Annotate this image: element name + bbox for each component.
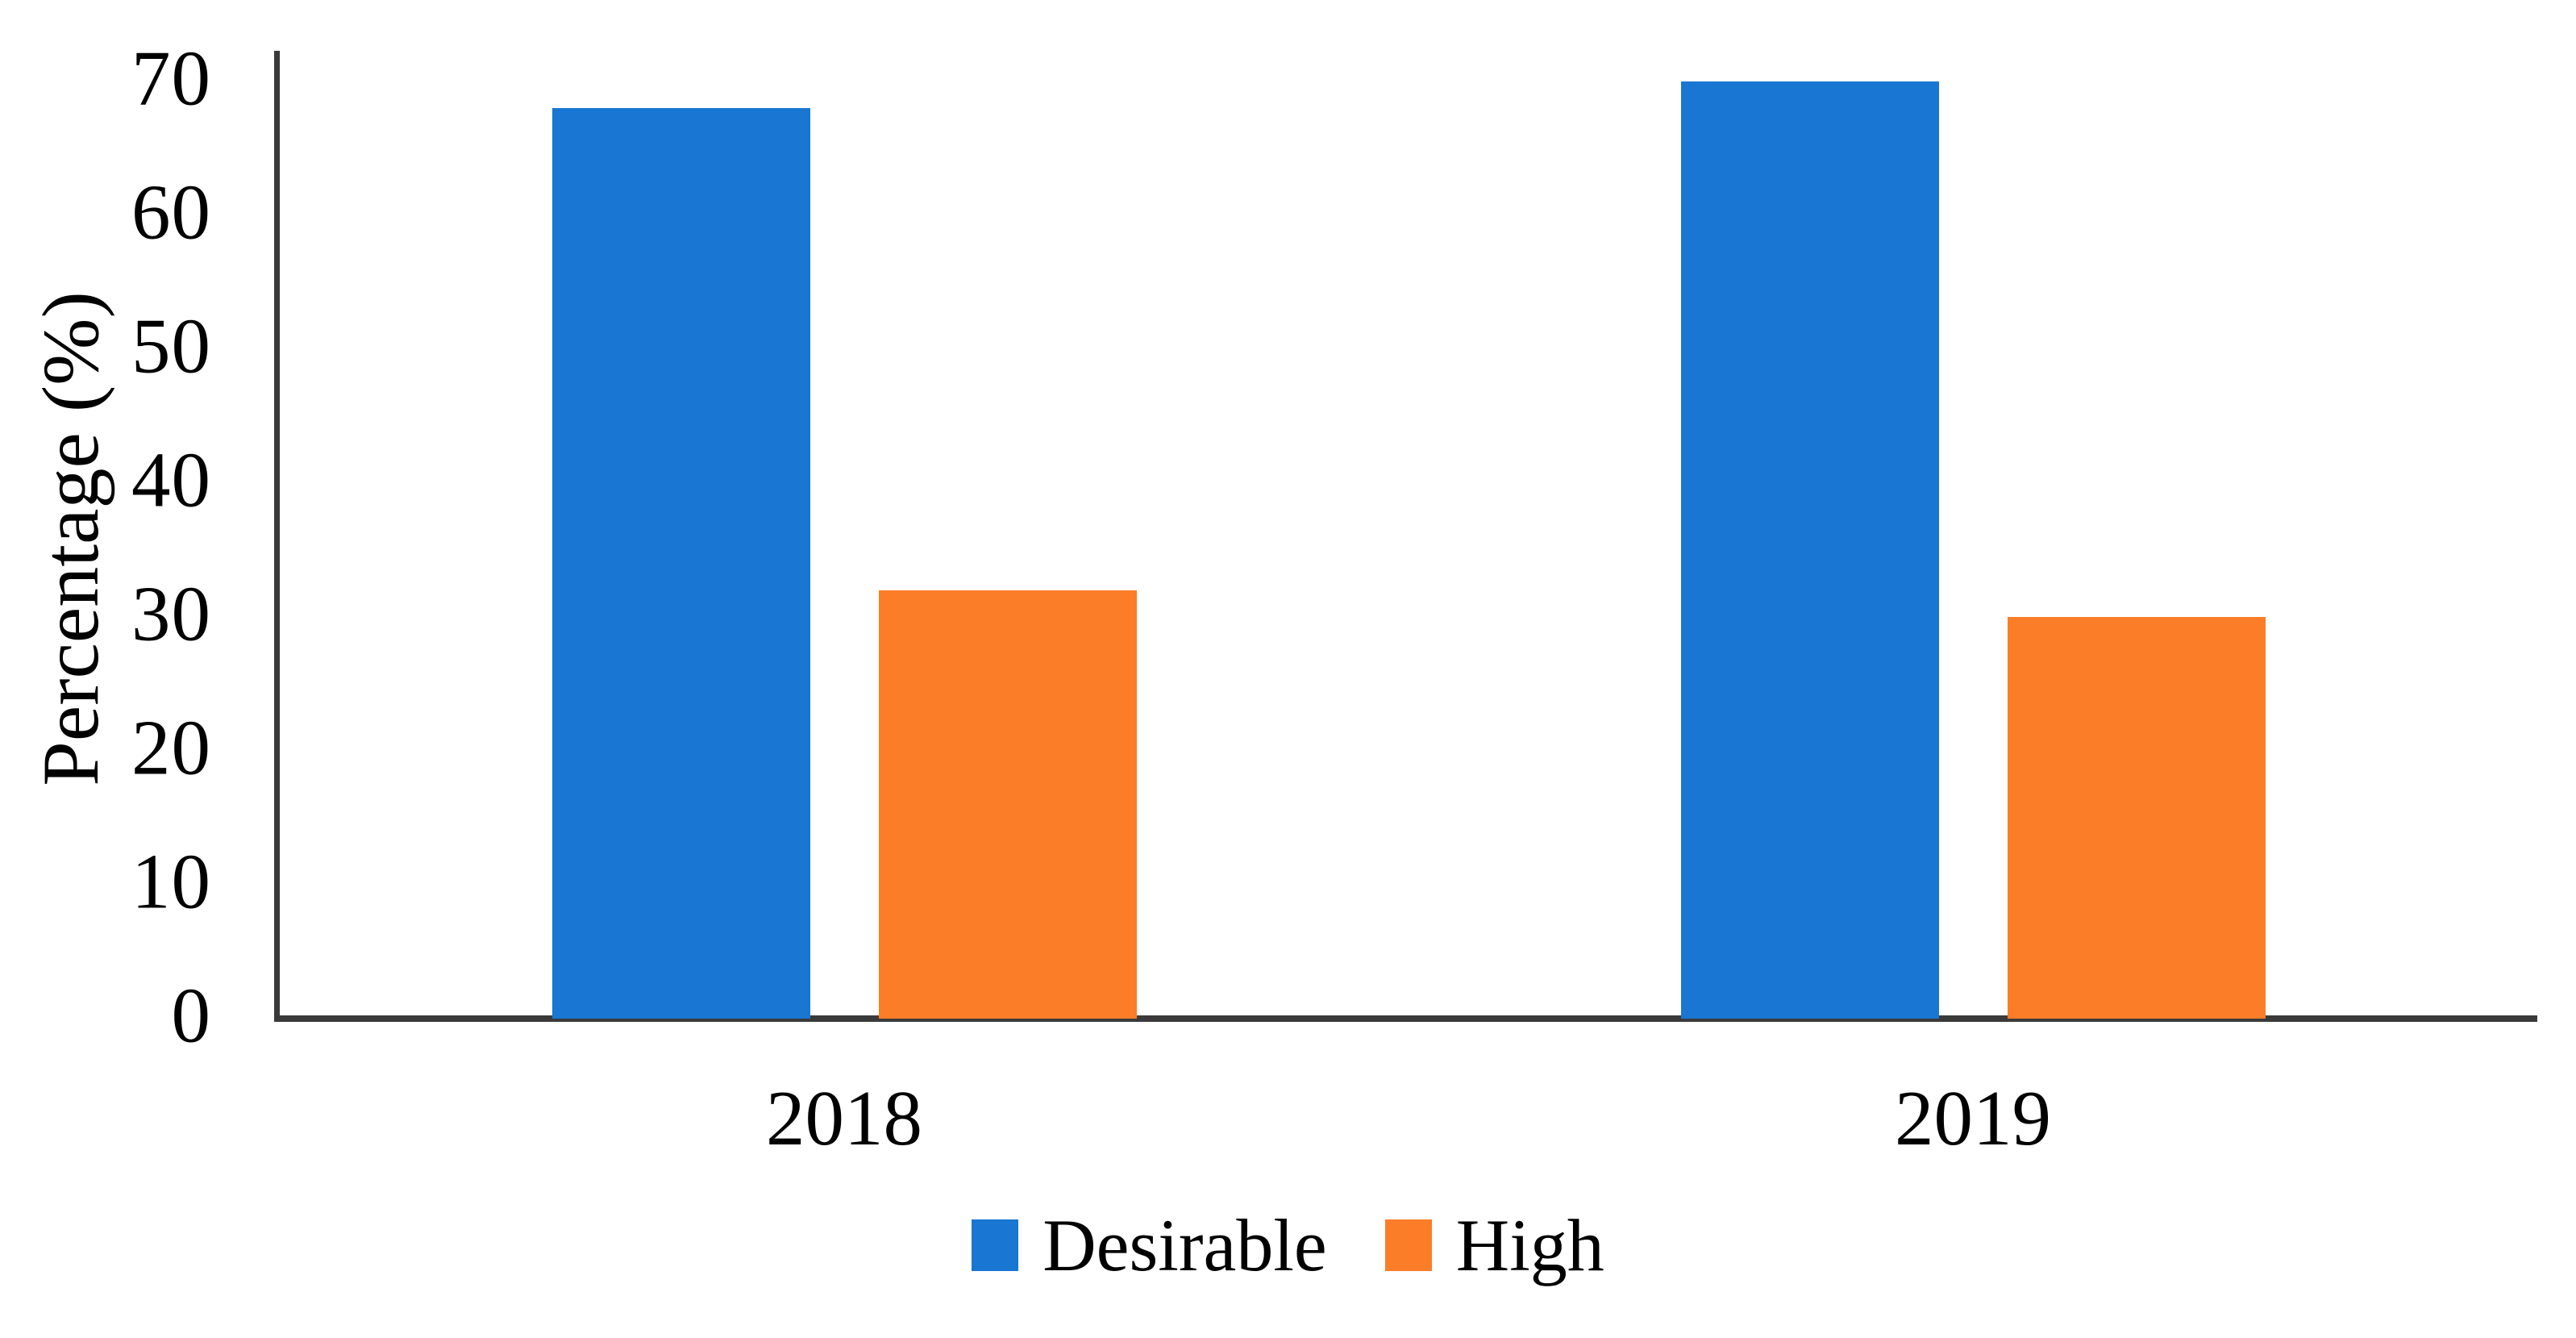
legend: Desirable High bbox=[0, 1208, 2576, 1282]
y-tick-label-50: 50 bbox=[131, 302, 211, 390]
x-category-label-2018: 2018 bbox=[766, 1075, 922, 1161]
x-category-label-2019: 2019 bbox=[1895, 1075, 2051, 1161]
y-tick-label-0: 0 bbox=[171, 972, 211, 1059]
x-axis-line bbox=[274, 1015, 2537, 1022]
bar-high-2018 bbox=[878, 590, 1137, 1019]
y-axis-line bbox=[274, 51, 280, 1022]
bar-high-2019 bbox=[2007, 617, 2266, 1019]
bar-desirable-2018 bbox=[551, 108, 810, 1019]
legend-entry-desirable: Desirable bbox=[972, 1208, 1327, 1282]
legend-swatch-high bbox=[1384, 1219, 1432, 1271]
y-tick-label-70: 70 bbox=[131, 35, 211, 122]
legend-label-desirable: Desirable bbox=[1042, 1204, 1327, 1286]
bar-desirable-2019 bbox=[1680, 81, 1939, 1019]
y-tick-label-20: 20 bbox=[131, 704, 211, 791]
legend-entry-high: High bbox=[1384, 1204, 1604, 1286]
legend-swatch-desirable bbox=[972, 1219, 1019, 1271]
y-tick-label-10: 10 bbox=[131, 838, 211, 925]
legend-label-high: High bbox=[1455, 1204, 1604, 1286]
y-tick-label-60: 60 bbox=[131, 169, 211, 256]
y-tick-label-30: 30 bbox=[131, 570, 211, 657]
y-tick-label-40: 40 bbox=[131, 436, 211, 523]
